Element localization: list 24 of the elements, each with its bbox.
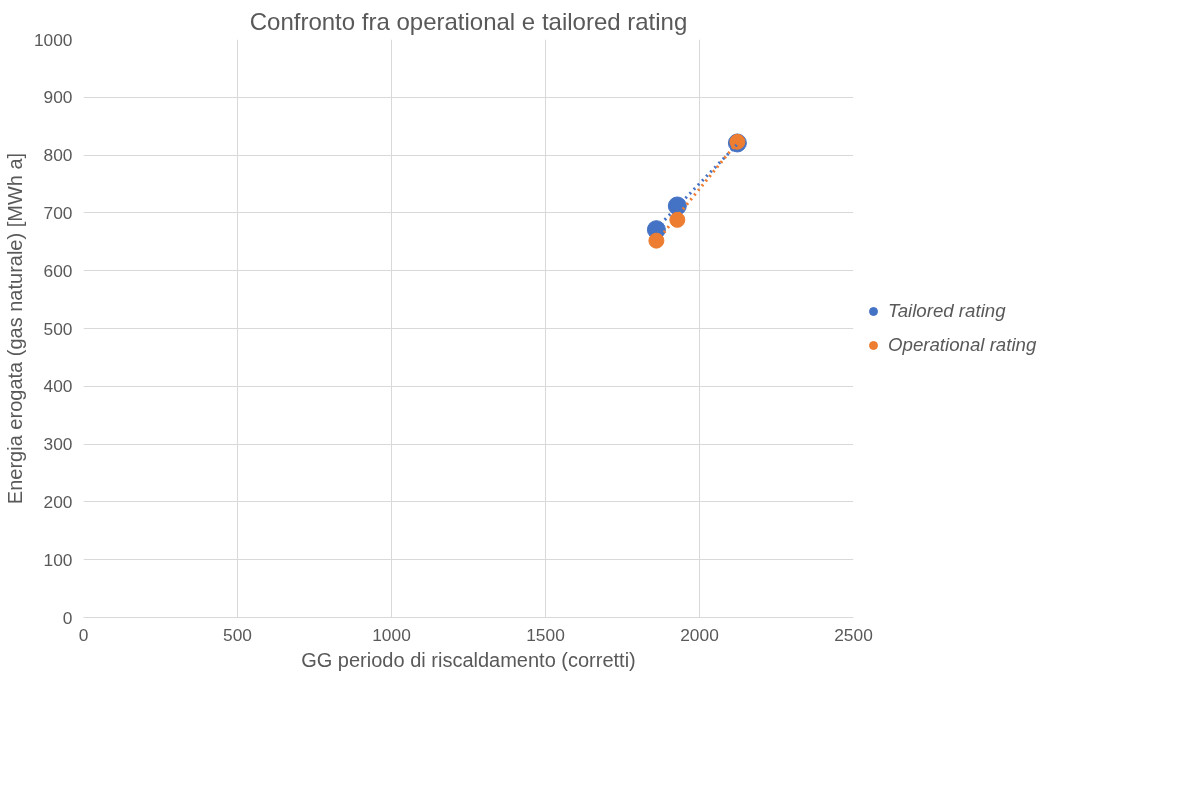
x-tick-label: 2500 (834, 624, 873, 645)
x-tick-label: 1500 (526, 624, 565, 645)
chart-title: Confronto fra operational e tailored rating (249, 7, 688, 35)
y-tick-label: 500 (43, 318, 73, 339)
x-tick-label: 2000 (680, 624, 719, 645)
legend-label: Operational rating (888, 334, 1037, 356)
y-tick-label: 100 (43, 549, 73, 570)
y-tick-label: 1000 (33, 29, 73, 50)
legend-label: Tailored rating (888, 300, 1006, 322)
y-tick-label: 400 (43, 376, 73, 397)
y-tick-label: 900 (43, 87, 73, 108)
point (669, 211, 686, 228)
y-tick-label: 800 (43, 145, 73, 166)
y-tick-label: 700 (43, 202, 73, 223)
x-tick-label: 1000 (372, 624, 411, 645)
x-tick-label: 0 (78, 624, 89, 645)
y-tick-label: 200 (43, 491, 73, 512)
y-tick-label: 600 (43, 260, 73, 281)
y-tick-label: 0 (62, 607, 73, 628)
point (648, 232, 665, 249)
x-axis-title: GG periodo di riscaldamento (corretti) (301, 648, 636, 671)
y-axis-title: Energia erogata (gas naturale) [MWh a] (3, 152, 26, 505)
x-tick-label: 500 (223, 624, 252, 645)
y-tick-label: 300 (43, 434, 73, 455)
